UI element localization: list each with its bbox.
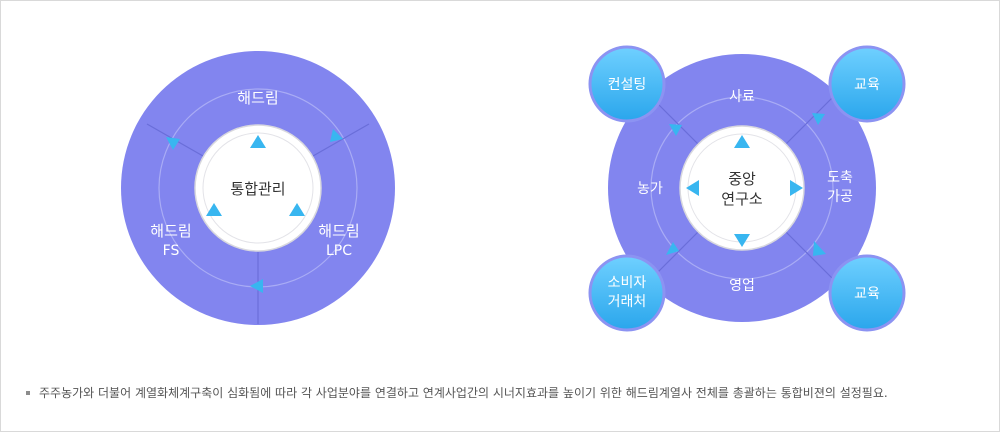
right-center-arrow-up-icon (734, 135, 750, 148)
bubble-label: 컨설팅 (608, 77, 647, 93)
right-segment-label-top: 사료 (729, 89, 755, 105)
right-center-circle (679, 125, 805, 251)
bullet-icon (26, 390, 30, 395)
right-track-arrow-icon (669, 124, 682, 136)
left-track-arrow-icon (330, 129, 343, 142)
right-ring-diagram: 중앙 연구소 사료 도축 가공 영업 농가 컨설팅 교육 소비자 거래처 교육 (588, 45, 906, 332)
right-track-arrow-icon (813, 241, 826, 256)
left-segment-label-lpc: 해드림 (318, 222, 359, 240)
right-divider (784, 230, 835, 281)
left-segment-label-fs: 해드림 (150, 222, 191, 240)
bubble-label: 교육 (854, 77, 880, 93)
right-track-arrow-icon (812, 113, 825, 125)
left-center-arrow-up-icon (289, 203, 305, 216)
left-segment-label-lpc: LPC (326, 243, 352, 259)
bubble-bottom-left: 소비자 거래처 (588, 254, 666, 332)
left-ring-diagram: 통합관리 해드림 해드림 FS 해드림 LPC (121, 51, 395, 325)
right-center-label: 중앙 (728, 170, 756, 188)
left-center-circle (194, 124, 322, 252)
right-segment-label-bottom: 영업 (729, 278, 755, 294)
left-center-label: 통합관리 (230, 180, 285, 198)
right-track-arrow-icon (666, 242, 679, 255)
footnote-text: 주주농가와 더불어 계열화체계구축이 심화됨에 따라 각 사업분야를 연결하고 … (39, 386, 888, 400)
left-segment-label-top: 해드림 (237, 89, 278, 107)
right-segment-label-right: 가공 (827, 189, 853, 205)
bubble-label: 소비자 (608, 275, 647, 291)
right-segment-label-right: 도축 (827, 170, 853, 186)
right-center-label: 연구소 (721, 190, 763, 208)
right-track-circle (650, 96, 834, 280)
left-divider (312, 123, 370, 157)
right-divider (784, 95, 835, 146)
left-center-arrow-up-icon (206, 203, 222, 216)
right-center-arrow-left-icon (686, 180, 699, 196)
right-center-arrow-down-icon (734, 234, 750, 247)
bubble-top-right: 교육 (828, 45, 906, 123)
right-center-arrow-right-icon (790, 180, 803, 196)
bubble-label: 교육 (854, 286, 880, 302)
left-center-inner-ring (202, 132, 314, 244)
bubble-label: 거래처 (608, 294, 647, 310)
right-segment-label-left: 농가 (637, 181, 663, 197)
left-track-arrow-icon (166, 137, 180, 150)
footnote: 주주농가와 더불어 계열화체계구축이 심화됨에 따라 각 사업분야를 연결하고 … (26, 384, 888, 401)
bubble-top-left: 컨설팅 (588, 45, 666, 123)
left-center-arrow-up-icon (250, 135, 266, 148)
left-track-arrow-icon (250, 279, 263, 293)
left-segment-label-fs: FS (163, 243, 180, 259)
bubble-bottom-right: 교육 (828, 254, 906, 332)
